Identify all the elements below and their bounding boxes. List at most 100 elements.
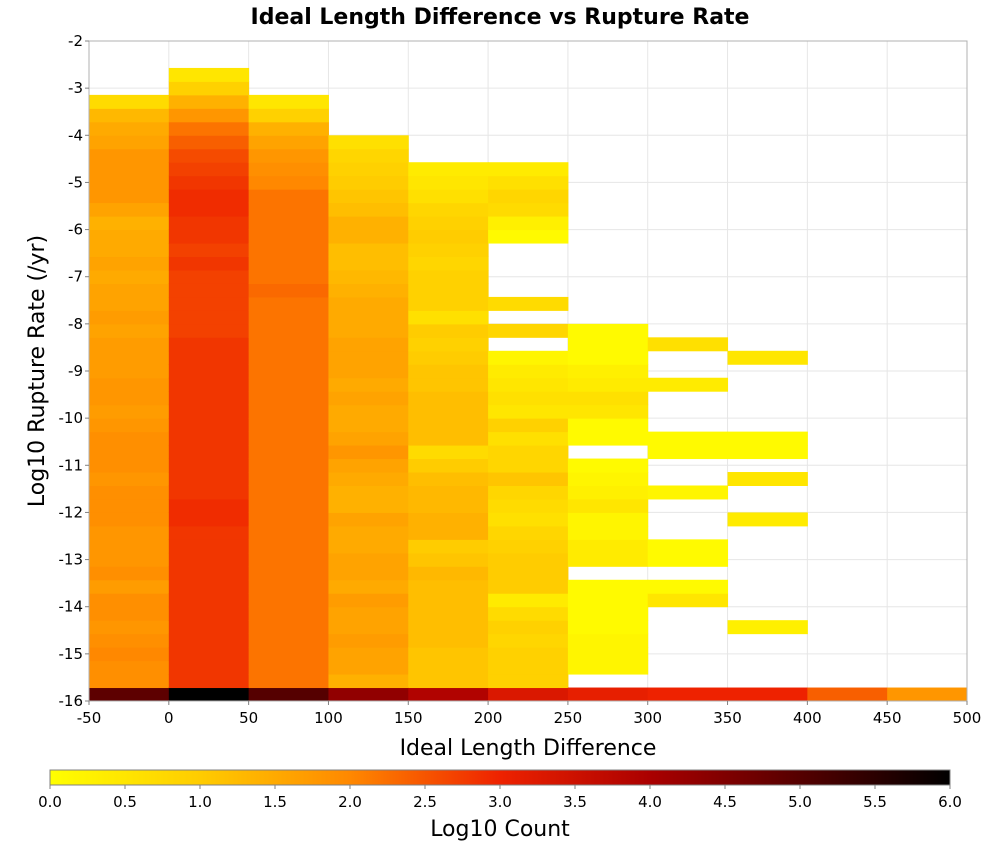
- heatmap-cell: [488, 445, 569, 460]
- heatmap-cell: [248, 674, 329, 689]
- heatmap-cell: [887, 687, 968, 702]
- heatmap-cell: [408, 620, 489, 635]
- heatmap-cell: [248, 256, 329, 271]
- heatmap-cell: [408, 687, 489, 702]
- colorbar-tick-label: 5.5: [863, 793, 887, 811]
- heatmap-cell: [89, 391, 170, 406]
- heatmap-cell: [89, 485, 170, 500]
- y-tick-label: -9: [68, 362, 83, 380]
- heatmap-cell: [248, 512, 329, 527]
- heatmap-cell: [89, 606, 170, 621]
- heatmap-cell: [89, 674, 170, 689]
- heatmap-cell: [89, 593, 170, 608]
- heatmap-cell: [89, 418, 170, 433]
- heatmap-cell: [89, 350, 170, 365]
- heatmap-cell: [168, 216, 250, 231]
- heatmap-cell: [89, 323, 170, 338]
- heatmap-cell: [248, 229, 329, 244]
- heatmap-cell: [168, 256, 250, 271]
- heatmap-cell: [727, 472, 808, 486]
- heatmap-cell: [168, 566, 250, 581]
- heatmap-cell: [328, 377, 409, 392]
- heatmap-cell: [89, 364, 170, 379]
- y-tick-label: -15: [59, 645, 84, 663]
- heatmap-cell: [328, 498, 409, 513]
- heatmap-cell: [168, 323, 250, 338]
- heatmap-cell: [168, 269, 250, 284]
- heatmap-cell: [567, 620, 649, 635]
- heatmap-cell: [328, 148, 409, 163]
- heatmap-cell: [89, 404, 170, 419]
- heatmap-cell: [408, 391, 489, 406]
- heatmap-cell: [567, 472, 649, 486]
- heatmap-cell: [567, 579, 649, 594]
- colorbar-tick-label: 4.0: [638, 793, 662, 811]
- x-tick-label: 150: [394, 709, 423, 727]
- heatmap-cell: [89, 633, 170, 648]
- heatmap-cell: [567, 606, 649, 621]
- y-tick-label: -3: [68, 79, 83, 97]
- heatmap-cell: [89, 552, 170, 567]
- heatmap-cell: [89, 687, 170, 702]
- heatmap-cell: [248, 566, 329, 581]
- heatmap-cell: [248, 296, 329, 311]
- heatmap-cell: [248, 162, 329, 177]
- heatmap-cell: [89, 310, 170, 325]
- heatmap-cell: [248, 647, 329, 662]
- heatmap-cell: [727, 620, 808, 635]
- heatmap-cell: [168, 148, 250, 163]
- heatmap-cell: [328, 269, 409, 284]
- x-tick-label: 250: [554, 709, 583, 727]
- heatmap-cell: [328, 175, 409, 190]
- heatmap-cell: [408, 674, 489, 689]
- heatmap-cell: [488, 202, 569, 217]
- heatmap-cell: [168, 135, 250, 150]
- heatmap-cell: [89, 283, 170, 298]
- heatmap-cell: [248, 310, 329, 325]
- colorbar-tick-label: 1.0: [188, 793, 212, 811]
- y-tick-label: -13: [59, 551, 84, 569]
- heatmap-cell: [168, 593, 250, 608]
- heatmap-cell: [168, 337, 250, 352]
- heatmap-cell: [168, 445, 250, 460]
- heatmap-cell: [89, 647, 170, 662]
- colorbar-tick-label: 1.5: [263, 793, 287, 811]
- heatmap-cell: [168, 620, 250, 635]
- heatmap-cell: [89, 296, 170, 311]
- heatmap-cell: [328, 391, 409, 406]
- y-tick-label: -6: [68, 221, 83, 239]
- heatmap-cell: [248, 148, 329, 163]
- heatmap-cell: [408, 296, 489, 311]
- heatmap-cell: [248, 269, 329, 284]
- heatmap-cell: [328, 243, 409, 258]
- heatmap-cell: [408, 229, 489, 244]
- heatmap-cell: [328, 229, 409, 244]
- colorbar-tick-label: 0.0: [38, 793, 62, 811]
- heatmap-cell: [89, 458, 170, 473]
- heatmap-cell: [89, 256, 170, 271]
- heatmap-cell: [408, 377, 489, 392]
- heatmap-cell: [248, 216, 329, 231]
- heatmap-cell: [408, 202, 489, 217]
- heatmap-cell: [567, 660, 649, 675]
- heatmap-cell: [567, 539, 649, 554]
- heatmap-cell: [567, 418, 649, 433]
- colorbar-ticks: 0.0 0.5 1.0 1.5 2.0 2.5 3.0 3.5 4.0 4.5 5.0 5.5 6.0: [38, 785, 962, 811]
- heatmap-cell: [248, 283, 329, 298]
- heatmap-cell: [248, 135, 329, 150]
- heatmap-cell: [408, 323, 489, 338]
- colorbar-tick-label: 2.0: [338, 793, 362, 811]
- heatmap-cell: [168, 539, 250, 554]
- heatmap-cell: [647, 377, 729, 392]
- heatmap-cell: [408, 404, 489, 419]
- colorbar-label: Log10 Count: [430, 817, 570, 842]
- heatmap-cell: [168, 660, 250, 675]
- heatmap-cell: [488, 660, 569, 675]
- heatmap-cell: [408, 647, 489, 662]
- heatmap-cell: [89, 512, 170, 527]
- heatmap-cell: [328, 350, 409, 365]
- heatmap-cell: [408, 337, 489, 352]
- heatmap-cell: [567, 498, 649, 513]
- heatmap-cell: [488, 391, 569, 406]
